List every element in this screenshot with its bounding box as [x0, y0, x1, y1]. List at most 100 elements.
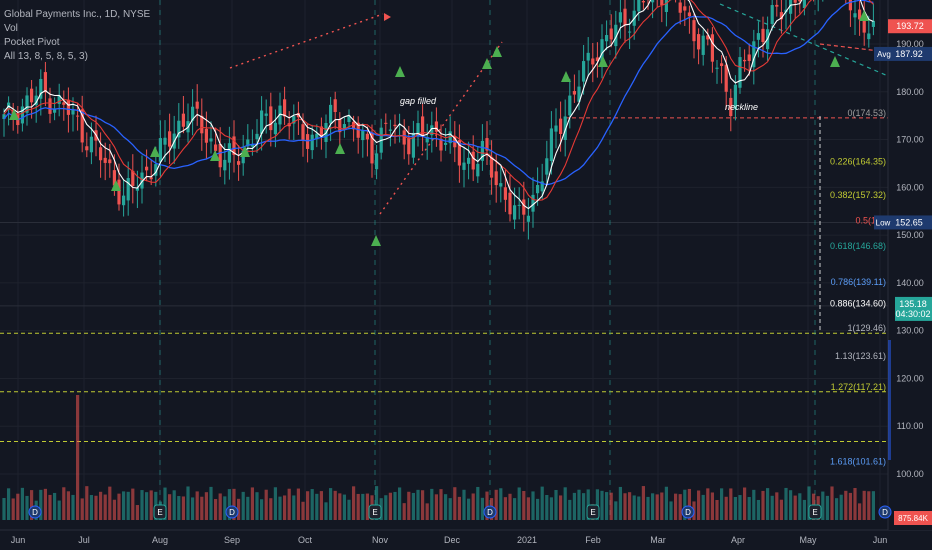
volume-bar: [255, 492, 259, 520]
candle-body: [508, 192, 512, 215]
dividend-marker: [681, 505, 695, 519]
candle-body: [140, 172, 144, 189]
volume-bar: [76, 395, 80, 520]
volume-bar: [315, 493, 319, 520]
volume-bar: [729, 488, 733, 520]
volume-bar: [480, 497, 484, 520]
candle-body: [283, 99, 287, 117]
volume-bar: [296, 488, 300, 520]
gap-filled-label: gap filled: [400, 96, 437, 106]
fib-label: 0.618(146.68): [830, 241, 886, 251]
volume-bar: [485, 491, 489, 520]
candle-body: [715, 67, 719, 69]
volume-bar: [227, 489, 231, 520]
pocket-pivot-arrow: [9, 109, 19, 120]
volume-bar: [11, 498, 15, 520]
candle-body: [738, 57, 742, 88]
horizontal-levels: [0, 117, 888, 443]
candle-body: [122, 195, 126, 206]
candle-body: [319, 126, 323, 137]
volume-bar: [858, 503, 862, 520]
candle-body: [485, 138, 489, 151]
pocket-pivot-arrow: [111, 180, 121, 191]
candle-body: [237, 161, 241, 165]
x-tick-label: Dec: [444, 535, 461, 545]
volume-bar: [99, 491, 103, 520]
candle-body: [591, 58, 595, 65]
volume-bar: [39, 489, 43, 520]
volume-bar: [651, 493, 655, 520]
volume-bar: [324, 502, 328, 520]
volume-bar: [310, 489, 314, 520]
volume-bar: [264, 489, 268, 520]
volume-bar: [172, 490, 176, 520]
candle-body: [57, 95, 61, 104]
x-tick-label: Oct: [298, 535, 313, 545]
volume-bar: [784, 487, 788, 520]
volume-bar: [421, 490, 425, 520]
candle-body: [296, 112, 300, 118]
candle-body: [434, 121, 438, 132]
candle-body: [605, 35, 609, 42]
candle-body: [531, 194, 535, 212]
candle-body: [710, 34, 714, 62]
pocket-pivot-arrow: [492, 46, 502, 57]
candle-body: [333, 99, 337, 113]
pocket-pivot-arrow: [859, 10, 869, 21]
candle-body: [223, 159, 227, 171]
ma-red-line: [3, 0, 874, 201]
volume-bar: [747, 497, 751, 520]
fib-label: 0(174.53): [847, 108, 886, 118]
volume-bar: [618, 486, 622, 520]
volume-bar: [80, 498, 84, 520]
candle-body: [306, 134, 310, 149]
y-tick-label: 140.00: [896, 278, 924, 288]
trend-arrow: [384, 13, 391, 21]
candle-body: [352, 121, 356, 130]
candle-body: [867, 33, 871, 40]
chart-legend: Global Payments Inc., 1D, NYSE Vol Pocke…: [4, 8, 150, 64]
candle-body: [108, 159, 112, 164]
low-value: 152.65: [895, 217, 923, 227]
fib-label: 0.382(157.32): [830, 190, 886, 200]
y-tick-label: 120.00: [896, 373, 924, 383]
candle-body: [232, 136, 236, 155]
volume-bar: [494, 489, 498, 520]
volume-bar: [214, 499, 218, 520]
volume-bar: [407, 491, 411, 520]
x-tick-label: Apr: [731, 535, 745, 545]
event-marker-label: E: [157, 508, 162, 517]
candle-body: [149, 177, 153, 180]
candle-body: [545, 158, 549, 175]
volume-bar: [586, 489, 590, 520]
candle-body: [76, 115, 80, 117]
candle-body: [177, 120, 181, 138]
volume-tag: 875.84K: [898, 514, 928, 523]
volume-bar: [301, 501, 305, 520]
candle-body: [421, 116, 425, 136]
candle-body: [384, 122, 388, 124]
volume-bar: [775, 492, 779, 520]
volume-bar: [839, 494, 843, 520]
volume-bar: [283, 495, 287, 520]
candle-body: [798, 0, 802, 2]
candle-body: [761, 28, 765, 43]
volume-bar: [830, 486, 834, 520]
candle-body: [462, 162, 466, 170]
volume-bar: [237, 498, 241, 520]
dividend-marker: [878, 505, 892, 519]
volume-bar: [342, 494, 346, 520]
candle-body: [692, 20, 696, 42]
volume-bar: [195, 491, 199, 520]
volume-bar: [200, 496, 204, 520]
volume-bar: [462, 489, 466, 520]
candle-body: [20, 106, 24, 124]
volume-bar: [595, 489, 599, 520]
volume-bar: [522, 491, 526, 520]
candle-body: [720, 63, 724, 67]
candle-body: [522, 199, 526, 215]
candle-body: [623, 8, 627, 26]
volume-bar: [131, 488, 135, 520]
candle-body: [770, 5, 774, 24]
